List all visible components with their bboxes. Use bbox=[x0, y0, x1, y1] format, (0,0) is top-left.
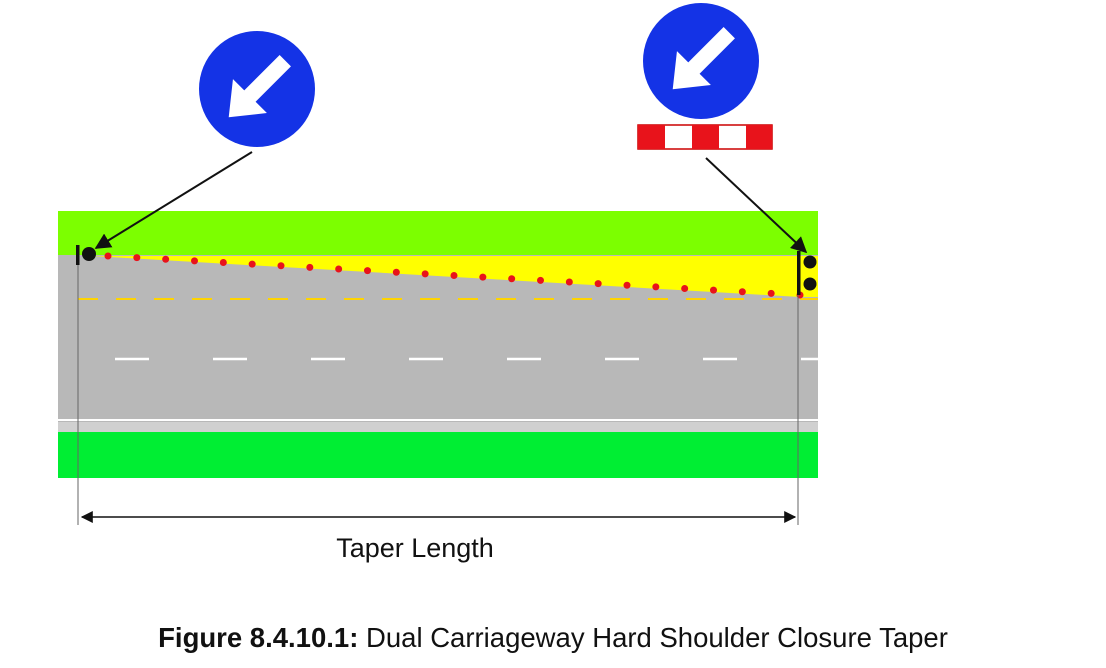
traffic-cone bbox=[565, 278, 573, 286]
traffic-cone bbox=[710, 286, 717, 294]
traffic-cone bbox=[133, 254, 141, 262]
traffic-cone bbox=[248, 260, 256, 268]
keep-left-arrow-sign bbox=[196, 28, 318, 150]
keep-left-arrow-sign-with-barrier bbox=[640, 0, 762, 122]
traffic-cone bbox=[335, 265, 343, 273]
traffic-cone bbox=[191, 257, 198, 265]
traffic-cone bbox=[421, 270, 429, 278]
traffic-cone bbox=[594, 280, 602, 288]
figure-caption: Figure 8.4.10.1: Dual Carriageway Hard S… bbox=[0, 622, 1106, 654]
keep-right-arrow-icon bbox=[228, 55, 291, 118]
traffic-cone bbox=[652, 283, 660, 291]
traffic-cone bbox=[450, 272, 458, 279]
traffic-cone bbox=[623, 281, 631, 289]
bottom-verge bbox=[58, 432, 818, 478]
traffic-cone bbox=[537, 276, 544, 284]
traffic-cone bbox=[364, 267, 371, 275]
traffic-cone bbox=[306, 263, 314, 271]
sign-post-left bbox=[76, 245, 96, 265]
sign-post-right bbox=[797, 251, 817, 295]
traffic-cone bbox=[392, 268, 400, 276]
traffic-cone bbox=[219, 259, 227, 266]
keep-right-arrow-icon bbox=[672, 27, 735, 90]
traffic-cone bbox=[508, 275, 516, 283]
traffic-cone bbox=[767, 289, 775, 297]
red-white-barrier-plate bbox=[637, 124, 773, 150]
traffic-cone bbox=[277, 262, 285, 270]
leader-line-left bbox=[94, 151, 253, 249]
traffic-cone bbox=[738, 288, 746, 296]
traffic-cone bbox=[681, 285, 689, 292]
leader-line-right bbox=[705, 157, 808, 254]
traffic-cone bbox=[479, 273, 487, 281]
figure-title: Dual Carriageway Hard Shoulder Closure T… bbox=[358, 622, 948, 653]
central-reserve bbox=[58, 422, 818, 432]
traffic-cone bbox=[162, 255, 170, 263]
taper-diagram bbox=[58, 0, 818, 525]
figure-number: Figure 8.4.10.1: bbox=[158, 622, 359, 653]
taper-length-label: Taper Length bbox=[336, 533, 494, 563]
traffic-cone bbox=[104, 252, 112, 260]
top-verge bbox=[58, 211, 818, 258]
